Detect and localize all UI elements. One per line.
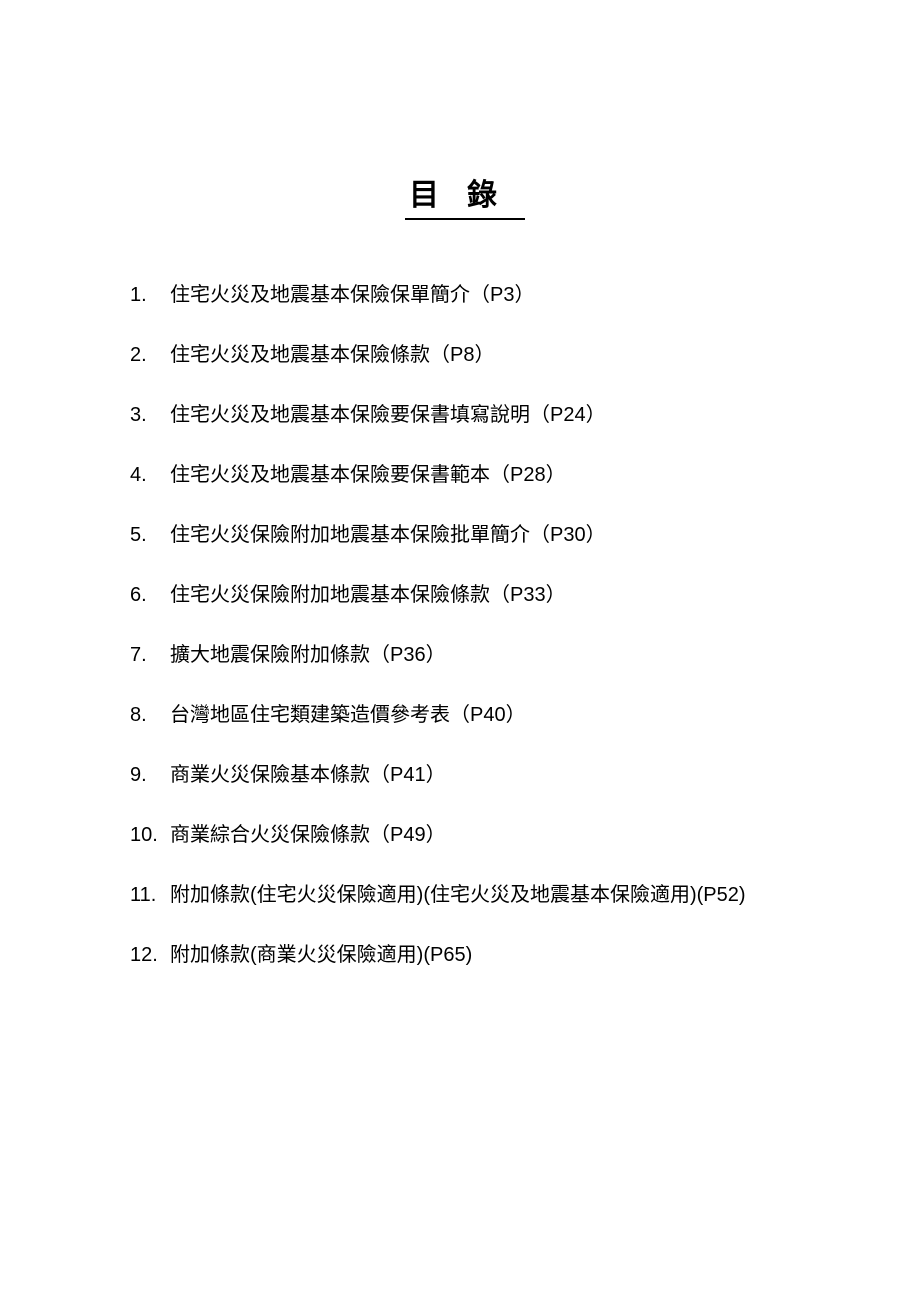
toc-item: 5. 住宅火災保險附加地震基本保險批單簡介（P30）: [130, 520, 800, 550]
toc-text: 商業火災保險基本條款（P41）: [170, 760, 800, 790]
toc-text: 住宅火災及地震基本保險要保書填寫說明（P24）: [170, 400, 800, 430]
toc-item: 7. 擴大地震保險附加條款（P36）: [130, 640, 800, 670]
toc-text: 附加條款(住宅火災保險適用)(住宅火災及地震基本保險適用)(P52): [170, 880, 800, 910]
toc-number: 5.: [130, 520, 170, 550]
toc-number: 7.: [130, 640, 170, 670]
toc-number: 6.: [130, 580, 170, 610]
toc-text: 住宅火災及地震基本保險條款（P8）: [170, 340, 800, 370]
toc-text: 附加條款(商業火災保險適用)(P65): [170, 940, 800, 970]
toc-text: 商業綜合火災保險條款（P49）: [170, 820, 800, 850]
toc-number: 11.: [130, 880, 170, 910]
toc-number: 10.: [130, 820, 170, 850]
toc-item: 1. 住宅火災及地震基本保險保單簡介（P3）: [130, 280, 800, 310]
toc-item: 8. 台灣地區住宅類建築造價參考表（P40）: [130, 700, 800, 730]
page-title: 目錄: [130, 170, 800, 220]
toc-number: 12.: [130, 940, 170, 970]
toc-number: 9.: [130, 760, 170, 790]
toc-text: 住宅火災及地震基本保險要保書範本（P28）: [170, 460, 800, 490]
toc-number: 2.: [130, 340, 170, 370]
toc-item: 9. 商業火災保險基本條款（P41）: [130, 760, 800, 790]
toc-text: 擴大地震保險附加條款（P36）: [170, 640, 800, 670]
toc-text: 住宅火災及地震基本保險保單簡介（P3）: [170, 280, 800, 310]
toc-item: 10. 商業綜合火災保險條款（P49）: [130, 820, 800, 850]
toc-text: 住宅火災保險附加地震基本保險批單簡介（P30）: [170, 520, 800, 550]
toc-item: 11. 附加條款(住宅火災保險適用)(住宅火災及地震基本保險適用)(P52): [130, 880, 800, 910]
toc-item: 4. 住宅火災及地震基本保險要保書範本（P28）: [130, 460, 800, 490]
toc-number: 4.: [130, 460, 170, 490]
toc-text: 住宅火災保險附加地震基本保險條款（P33）: [170, 580, 800, 610]
title-text: 目錄: [405, 170, 525, 220]
toc-item: 6. 住宅火災保險附加地震基本保險條款（P33）: [130, 580, 800, 610]
toc-item: 3. 住宅火災及地震基本保險要保書填寫說明（P24）: [130, 400, 800, 430]
table-of-contents: 1. 住宅火災及地震基本保險保單簡介（P3） 2. 住宅火災及地震基本保險條款（…: [130, 280, 800, 970]
toc-number: 8.: [130, 700, 170, 730]
toc-text: 台灣地區住宅類建築造價參考表（P40）: [170, 700, 800, 730]
toc-number: 1.: [130, 280, 170, 310]
toc-item: 2. 住宅火災及地震基本保險條款（P8）: [130, 340, 800, 370]
toc-item: 12. 附加條款(商業火災保險適用)(P65): [130, 940, 800, 970]
toc-number: 3.: [130, 400, 170, 430]
